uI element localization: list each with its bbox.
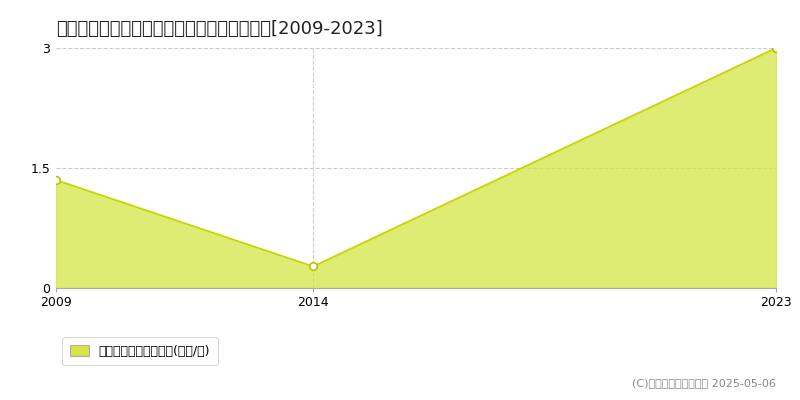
Point [306, 263, 319, 270]
Text: 中富良野町中富良野ベベルイ　住宅価格推移[2009-2023]: 中富良野町中富良野ベベルイ 住宅価格推移[2009-2023] [56, 20, 382, 38]
Point [770, 45, 782, 51]
Text: (C)土地価格ドットコム 2025-05-06: (C)土地価格ドットコム 2025-05-06 [632, 378, 776, 388]
Legend: 住宅価格　平均坤単価(万円/坤): 住宅価格 平均坤単価(万円/坤) [62, 338, 218, 366]
Point [50, 177, 62, 183]
